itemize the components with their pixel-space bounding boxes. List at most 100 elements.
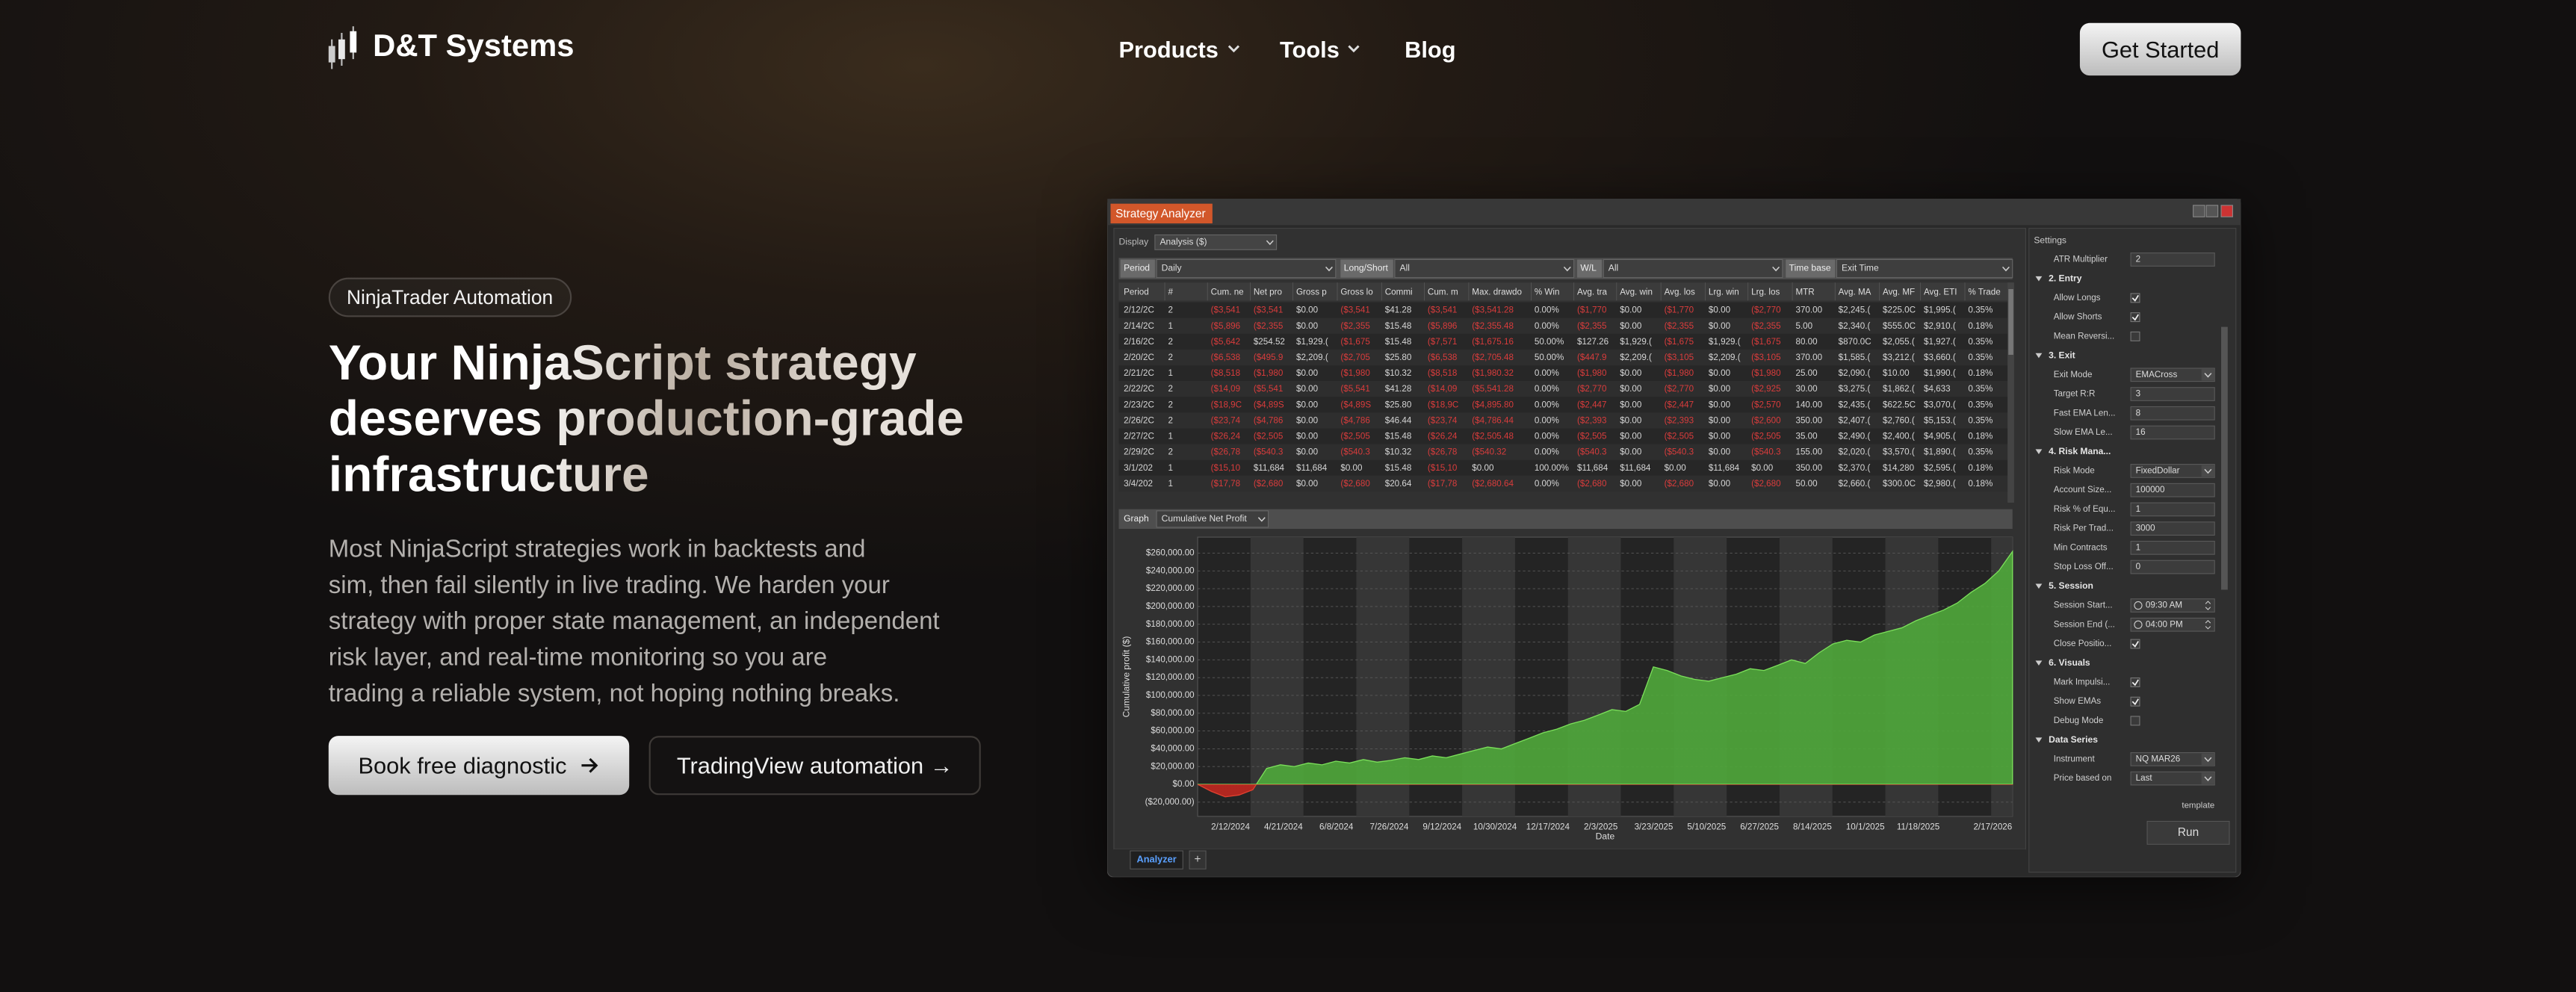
table-cell: ($540.3	[1254, 447, 1283, 457]
setting-value-box	[2130, 406, 2215, 421]
table-cell: $622.5C	[1883, 400, 1916, 409]
filter-dropdown	[1156, 258, 1337, 279]
nav-products[interactable]: Products	[1118, 36, 1240, 63]
setting-value: EMACross	[2136, 370, 2178, 379]
filter-label-bg	[1786, 259, 1836, 278]
table-cell: $2,245.(	[1839, 306, 1871, 315]
table-row-bg	[1118, 349, 2013, 366]
table-cell: 0.18%	[1968, 432, 1993, 441]
y-tick-label: $260,000.00	[1146, 548, 1195, 558]
table-cell: 0.00%	[1535, 415, 1559, 425]
table-cell: 0.35%	[1968, 306, 1993, 315]
table-cell: $46.44	[1385, 415, 1412, 425]
column-header: Max. drawdo	[1472, 287, 1522, 297]
table-cell: $0.00	[1709, 415, 1731, 425]
table-cell: 2/22/2C	[1124, 384, 1154, 394]
table-cell: ($1,980	[1254, 368, 1284, 378]
table-cell: $2,209.(	[1709, 353, 1741, 362]
nav-blog[interactable]: Blog	[1405, 36, 1455, 62]
table-cell: ($8,518	[1428, 368, 1457, 378]
table-cell: $0.00	[1296, 384, 1319, 394]
table-cell: ($540.3	[1577, 447, 1606, 457]
x-tick-label: 5/10/2025	[1687, 822, 1726, 831]
window-control	[2193, 205, 2205, 217]
table-cell: 0.00%	[1535, 306, 1559, 315]
strategy-analyzer-window: Strategy Analyzer Display Analysis ($) Peri…	[1107, 199, 2241, 878]
dropdown-arrow	[2204, 757, 2212, 763]
table-cell: $41.28	[1385, 306, 1412, 315]
table-cell: 30.00	[1795, 384, 1818, 394]
table-cell: 0.35%	[1968, 337, 1993, 347]
setting-value-box	[2130, 483, 2215, 497]
filter-label: Long/Short	[1344, 263, 1389, 273]
filter-dropdown	[1603, 258, 1783, 279]
x-axis-label: Date	[1596, 831, 1615, 842]
table-cell: $0.00	[1296, 368, 1319, 378]
x-tick-label: 4/21/2024	[1264, 822, 1303, 831]
table-cell: $555.0C	[1883, 321, 1916, 331]
table-cell: $1,929.(	[1296, 337, 1328, 347]
setting-value: 2	[2136, 255, 2140, 264]
x-tick-label: 11/18/2025	[1897, 822, 1939, 831]
setting-label: Close Positio...	[2054, 639, 2112, 648]
run-button[interactable]	[2146, 820, 2230, 845]
section-toggle	[2035, 737, 2043, 743]
table-cell: ($2,505	[1577, 432, 1606, 441]
table-cell: 370.00	[1795, 353, 1822, 362]
get-started-button[interactable]: Get Started	[2079, 22, 2241, 76]
table-cell: $0.00	[1296, 432, 1319, 441]
chevron	[1227, 45, 1239, 53]
table-cell: ($17,78	[1211, 479, 1240, 489]
table-cell: ($3,105	[1665, 353, 1694, 362]
secondary-button[interactable]: TradingView automation →	[648, 736, 981, 796]
table-cell: 2/12/2C	[1124, 306, 1154, 315]
title-tab	[1110, 203, 1213, 224]
x-tick-label: 7/26/2024	[1370, 822, 1409, 831]
section-header: 3. Exit	[2049, 350, 2075, 360]
filter-dropdown	[1394, 258, 1575, 279]
column-header: Avg. tra	[1577, 287, 1607, 297]
table-cell: ($2,770	[1751, 306, 1781, 315]
table-row-bg	[1118, 333, 2013, 350]
setting-value: 0	[2136, 562, 2141, 571]
y-tick-label: $120,000.00	[1146, 672, 1195, 682]
display-value: Analysis ($)	[1159, 237, 1207, 247]
primary-button[interactable]: Book free diagnostic	[328, 736, 630, 796]
table-cell: 370.00	[1795, 306, 1822, 315]
filter-label-bg	[1120, 259, 1155, 278]
table-cell: ($5,642	[1211, 337, 1240, 347]
section-header: 4. Risk Mana...	[2049, 446, 2111, 456]
table-cell: 1	[1168, 432, 1172, 441]
table-cell: ($2,680	[1577, 479, 1607, 489]
filter-value: Exit Time	[1842, 263, 1879, 273]
setting-label: Target R:R	[2054, 389, 2096, 399]
table-cell: ($495.9	[1254, 353, 1283, 362]
nav-link-text: Products	[1118, 36, 1219, 63]
y-axis-label: Cumulative profit ($)	[1121, 636, 1132, 718]
table-cell: $2,407.(	[1839, 415, 1871, 425]
checkbox	[2130, 312, 2140, 323]
table-cell: $0.00	[1620, 384, 1642, 394]
setting-label: Min Contracts	[2054, 542, 2108, 552]
table-cell: 1	[1168, 368, 1172, 378]
logo-icon	[328, 26, 357, 69]
x-tick-label: 9/12/2024	[1422, 822, 1461, 831]
table-cell: ($2,505	[1254, 432, 1283, 441]
table-cell: $0.00	[1620, 479, 1642, 489]
table-cell: 100.00%	[1535, 463, 1569, 473]
table-cell: ($1,980	[1340, 368, 1370, 378]
setting-value-box	[2130, 521, 2215, 536]
setting-value-box	[2130, 252, 2215, 267]
table-cell: 0.00%	[1535, 321, 1559, 331]
checkbox	[2130, 677, 2140, 687]
table-cell: $41.28	[1385, 384, 1412, 394]
filter-label-bg	[1340, 259, 1393, 278]
nav-tools[interactable]: Tools	[1280, 36, 1360, 63]
table-cell: 0.35%	[1968, 447, 1993, 457]
table-cell: 50.00	[1795, 479, 1818, 489]
tab-add-label: +	[1195, 853, 1201, 866]
table-cell: ($2,770	[1577, 384, 1607, 394]
brand[interactable]: D&T Systems	[373, 29, 575, 64]
table-row-bg	[1118, 381, 2013, 397]
setting-value-box	[2130, 559, 2215, 574]
